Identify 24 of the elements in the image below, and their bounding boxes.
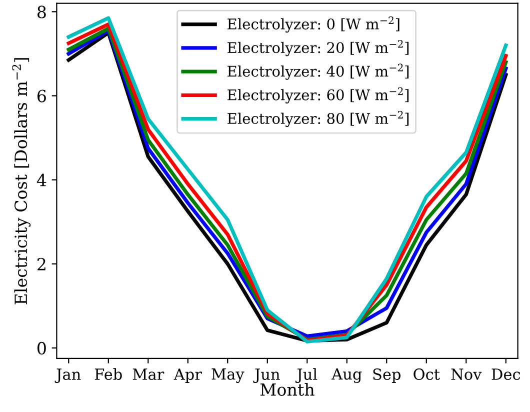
x-tick-label: Sep <box>373 368 401 383</box>
x-tick-label: Jan <box>54 368 81 383</box>
x-tick-label: Jun <box>253 368 280 383</box>
legend-label: Electrolyzer: 40 [W m$^{−2}$] <box>228 64 409 80</box>
legend-label: Electrolyzer: 60 [W m$^{−2}$] <box>228 87 409 104</box>
y-tick-label: 8 <box>38 6 46 18</box>
x-tick-label: Oct <box>414 368 440 380</box>
y-tick-label: 6 <box>38 90 46 102</box>
x-tick-label: Jul <box>295 368 318 383</box>
y-tick-label: 2 <box>38 258 46 270</box>
x-tick-label: Mar <box>132 368 164 380</box>
y-axis-title: Electricity Cost [Dollars m$^{−2}$] <box>12 58 31 304</box>
legend-label: Electrolyzer: 20 [W m$^{−2}$] <box>228 40 409 56</box>
legend-label: Electrolyzer: 80 [W m$^{−2}$] <box>228 110 409 128</box>
legend-label: Electrolyzer: 0 [W m$^{−2}$] <box>228 16 400 33</box>
y-tick-label: 0 <box>37 342 46 354</box>
x-tick-label: Aug <box>331 368 362 383</box>
x-tick-label: Dec <box>492 368 520 380</box>
x-tick-label: Feb <box>94 368 122 380</box>
y-tick-label: 4 <box>36 174 46 186</box>
x-tick-label: May <box>212 368 244 383</box>
x-tick-label: Nov <box>451 368 482 380</box>
x-axis-title: Month <box>260 382 314 396</box>
x-tick-label: Apr <box>174 368 202 383</box>
